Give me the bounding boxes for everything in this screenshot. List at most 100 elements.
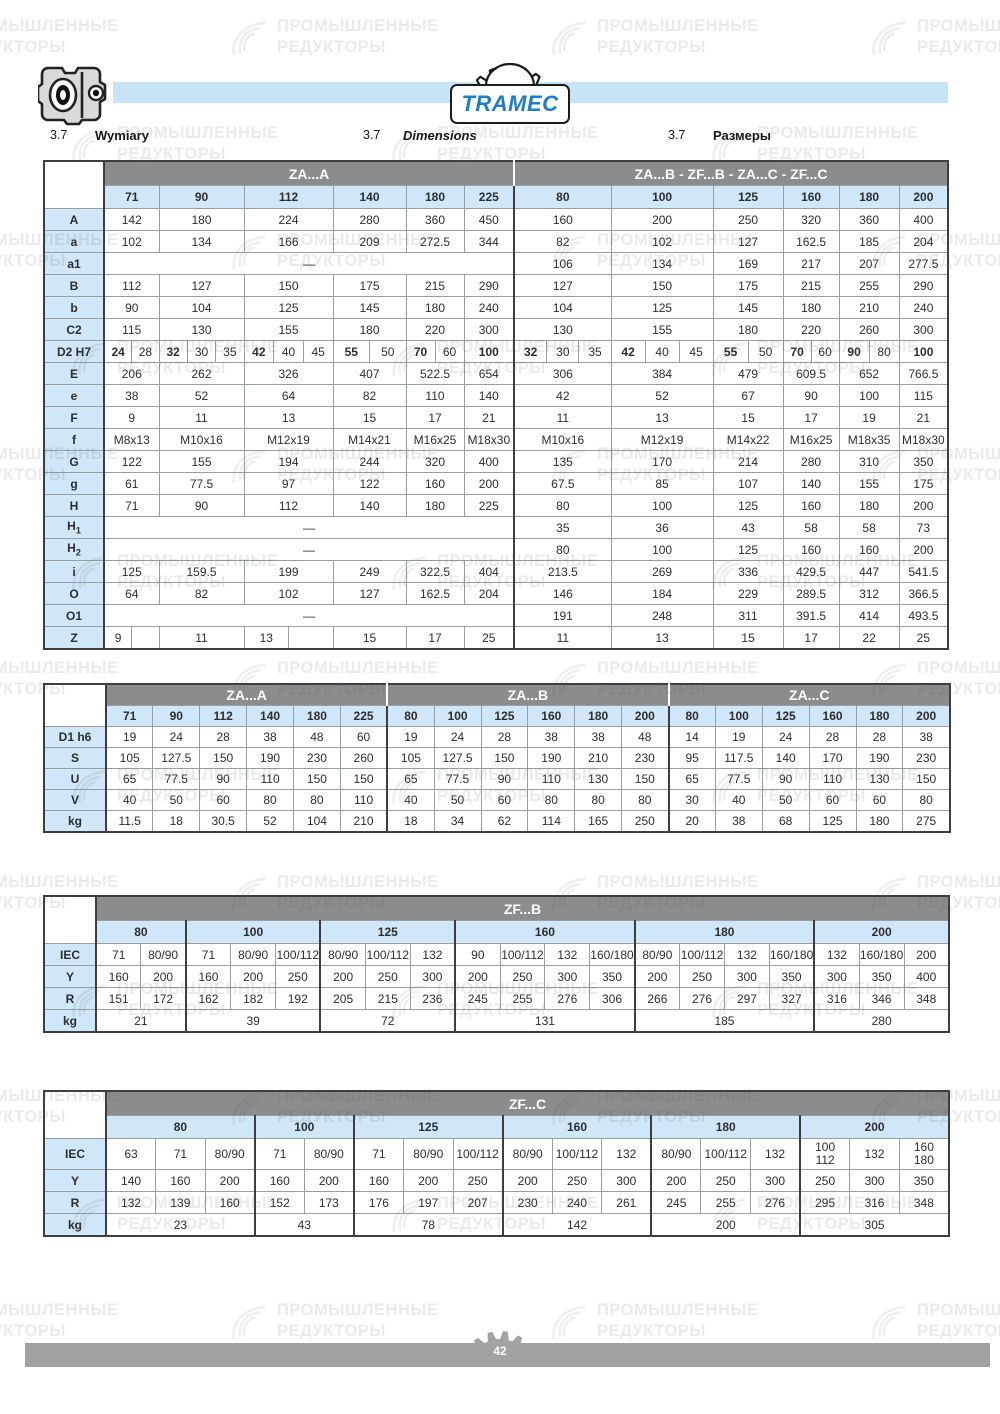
data-cell: 30.5 xyxy=(199,810,248,833)
data-cell: 230 xyxy=(621,747,669,769)
row-header: g xyxy=(43,472,105,495)
data-cell: 110 xyxy=(246,768,294,790)
data-cell: 200 xyxy=(898,538,949,561)
data-cell: 100 xyxy=(714,705,763,727)
data-cell: 28 xyxy=(199,726,248,748)
data-cell: 9 xyxy=(103,626,160,650)
data-cell: 180 xyxy=(405,296,465,319)
data-cell: 80 xyxy=(902,789,951,811)
data-cell: 38 xyxy=(902,726,951,748)
data-cell: 142 xyxy=(501,1213,652,1237)
data-cell: 19 xyxy=(838,406,900,429)
data-cell: 180 xyxy=(855,810,904,833)
data-cell: 152 xyxy=(253,1191,305,1214)
data-cell: 52 xyxy=(158,384,245,407)
data-cell: 90 xyxy=(782,384,840,407)
data-cell: 71 xyxy=(155,1138,206,1170)
data-cell: 80/90 xyxy=(140,943,187,966)
data-cell: 217 xyxy=(782,252,840,275)
row-header: O xyxy=(43,582,105,605)
data-cell: 160 xyxy=(782,538,840,561)
data-cell: 11.5 xyxy=(105,810,154,833)
data-cell: 15 xyxy=(712,406,784,429)
data-cell: 17 xyxy=(782,626,840,650)
section-title-en: Dimensions xyxy=(403,128,477,143)
data-cell: 38 xyxy=(714,810,763,833)
band-label: ZA...A xyxy=(103,160,515,186)
band-label: ZA...B xyxy=(386,683,670,706)
data-cell: 220 xyxy=(405,318,465,341)
data-cell: 200 xyxy=(501,1169,553,1192)
data-cell: 11 xyxy=(513,406,612,429)
data-cell: 100/112 xyxy=(364,943,411,966)
data-cell: 80 xyxy=(246,789,294,811)
data-cell: 127.5 xyxy=(152,747,201,769)
row-header: kg xyxy=(43,810,107,833)
data-cell: 766.5 xyxy=(898,362,949,385)
data-cell: 105 xyxy=(386,747,435,769)
data-cell: 122 xyxy=(332,472,407,495)
data-cell: 230 xyxy=(501,1191,553,1214)
brand-text: TRAMEC xyxy=(461,91,559,116)
data-cell: 255 xyxy=(838,274,900,297)
data-cell: 125 xyxy=(712,538,784,561)
data-cell: 184 xyxy=(610,582,714,605)
data-cell: 17 xyxy=(405,406,465,429)
data-cell: 155 xyxy=(610,318,714,341)
row-header: S xyxy=(43,747,107,769)
row-header: B xyxy=(43,274,105,297)
data-cell: 250 xyxy=(712,208,784,231)
zfc-flange-table: ZF...C 80 100 125 160 180 200 IEC 63 71 80/90 71 80/… xyxy=(43,1090,950,1237)
shaft-weight-table: ZA...A ZA...B ZA...C 71 90 112 140 180 225 80 100 1… xyxy=(43,683,951,833)
data-cell: 60 xyxy=(480,789,529,811)
data-cell: 162.5 xyxy=(405,582,465,605)
data-cell: 80 xyxy=(621,789,669,811)
data-cell: 100 xyxy=(610,494,714,517)
data-cell: 35 xyxy=(513,516,612,539)
data-cell: 80 xyxy=(513,185,612,209)
data-cell: 250 xyxy=(621,810,669,833)
data-cell: 170 xyxy=(610,450,714,473)
data-cell: 276 xyxy=(544,987,591,1010)
data-cell: 150 xyxy=(610,274,714,297)
brand-plate: TRAMEC xyxy=(450,84,570,124)
data-cell: 384 xyxy=(610,362,714,385)
data-cell: 64 xyxy=(103,582,160,605)
data-cell: 80/90 xyxy=(402,1138,454,1170)
data-cell: 13 xyxy=(243,626,334,650)
row-header: V xyxy=(43,789,107,811)
data-cell: 175 xyxy=(898,472,949,495)
data-cell: 100 xyxy=(610,538,714,561)
section-number-3: 3.7 xyxy=(668,128,686,142)
data-cell: 125 xyxy=(352,1115,504,1139)
row-header: D1 h6 xyxy=(43,726,107,748)
data-cell: 100 xyxy=(463,340,515,363)
data-cell: 80/90 xyxy=(319,943,366,966)
data-cell: 180 xyxy=(293,705,341,727)
data-cell: 40 xyxy=(105,789,154,811)
data-cell: 350 xyxy=(898,450,949,473)
data-cell: 159.5 xyxy=(158,560,245,583)
data-cell: 236 xyxy=(409,987,456,1010)
data-cell: 200 xyxy=(204,1169,256,1192)
corner-cell xyxy=(43,1090,107,1139)
data-cell: M10x16 xyxy=(513,428,612,451)
data-cell: 305 xyxy=(799,1213,950,1237)
data-cell: 132 xyxy=(601,1138,652,1170)
data-cell: 280 xyxy=(813,1009,950,1033)
data-cell: 261 xyxy=(601,1191,652,1214)
data-cell: 280 xyxy=(332,208,407,231)
data-cell: 65 xyxy=(667,768,716,790)
page-number-gear: 42 xyxy=(460,1331,540,1367)
data-cell: 180 xyxy=(855,705,904,727)
data-cell: 104 xyxy=(293,810,341,833)
data-cell: 11 xyxy=(513,626,612,650)
data-cell: 272.5 xyxy=(405,230,465,253)
data-cell: 336 xyxy=(712,560,784,583)
data-cell: 180 xyxy=(650,1115,801,1139)
data-cell: 25 xyxy=(898,626,949,650)
data-cell: 250 xyxy=(799,1169,851,1192)
data-cell: 151 xyxy=(95,987,142,1010)
